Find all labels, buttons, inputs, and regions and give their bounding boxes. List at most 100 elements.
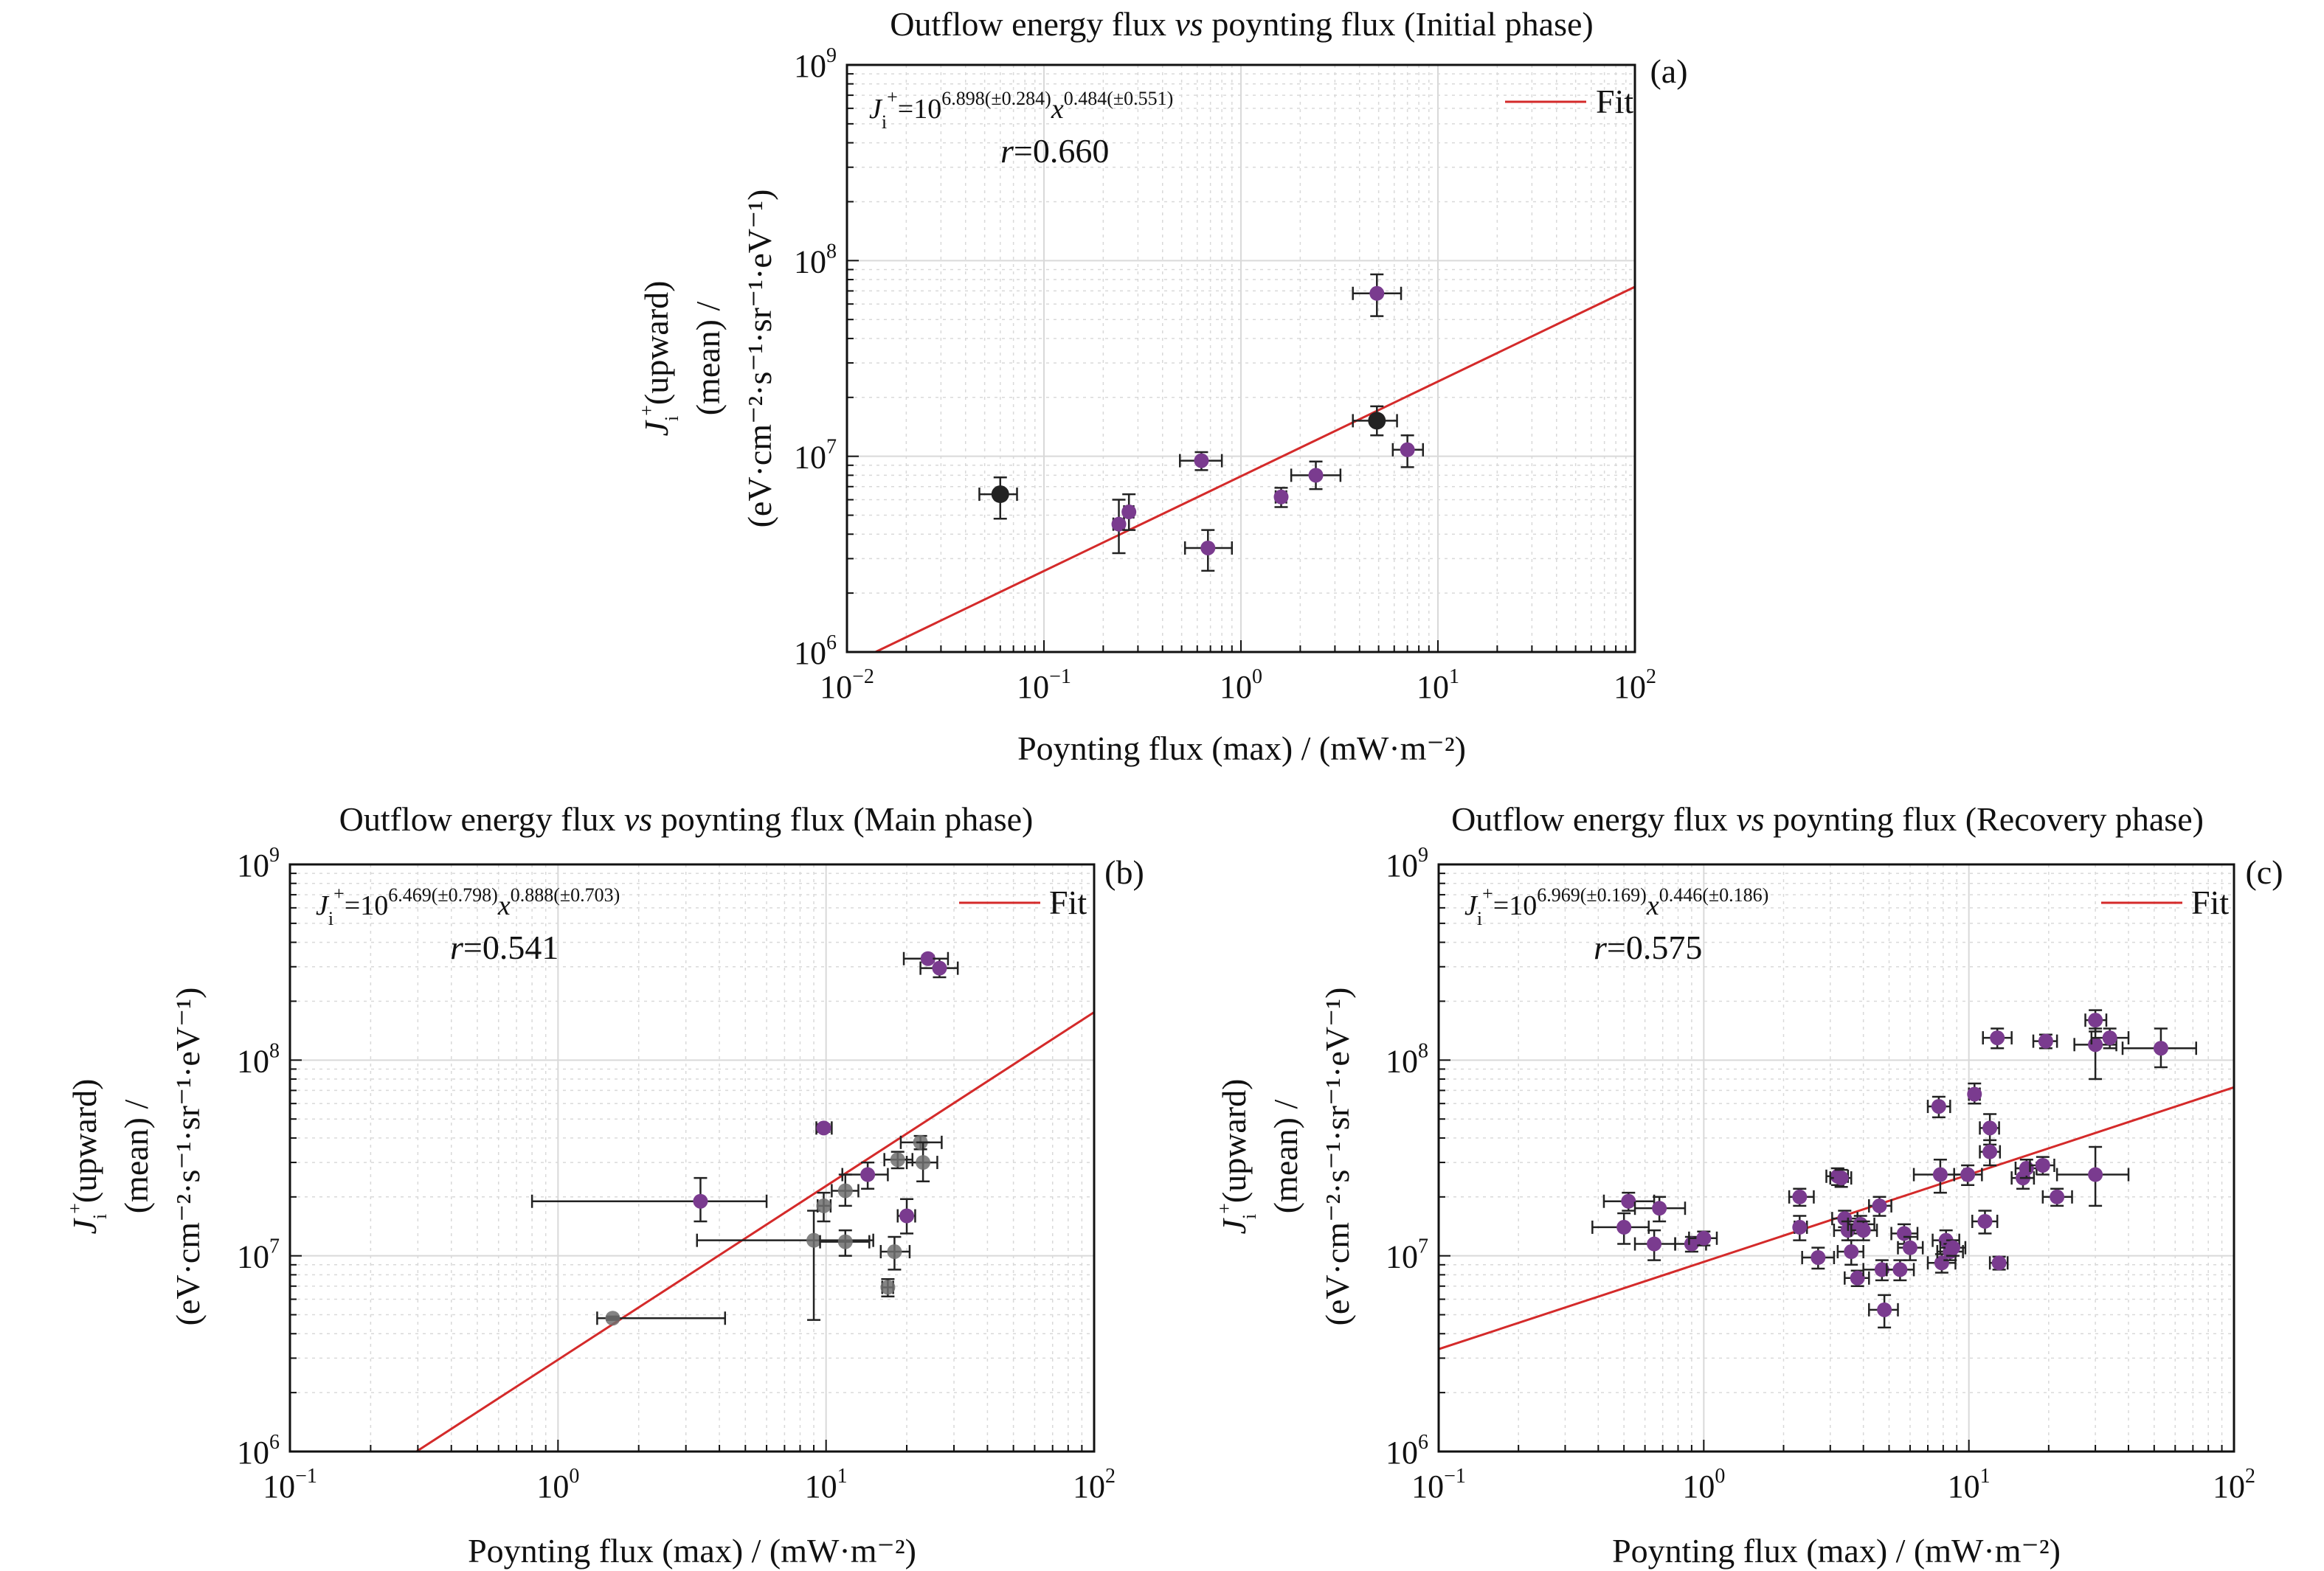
data-marker: [1892, 1262, 1908, 1277]
data-marker: [2019, 1161, 2034, 1176]
data-point: [816, 1191, 832, 1223]
data-point: [1801, 1246, 1836, 1270]
chart-title-b: Outflow energy flux vs poynting flux (Ma…: [339, 800, 1034, 838]
fit-equation-a: Ji+=106.898(±0.284)x0.484(±0.551): [869, 86, 1173, 133]
data-marker: [1792, 1189, 1808, 1204]
axis-ticks-a: 10−2 10−1 100 101 102 106 107 108 109: [794, 44, 1656, 705]
data-marker: [1856, 1223, 1871, 1238]
data-point: [1633, 1229, 1676, 1261]
y-tick-label: 109: [237, 844, 280, 884]
data-marker: [860, 1167, 876, 1182]
data-marker: [693, 1193, 708, 1209]
data-marker: [1934, 1255, 1949, 1271]
y-axis-label-c: Ji+(upward) (mean) / (eV·cm⁻²·s⁻¹·sr⁻¹·e…: [1214, 988, 1356, 1326]
data-marker: [1877, 1302, 1892, 1317]
svg-text:(eV·cm⁻²·s⁻¹·sr⁻¹·eV⁻¹): (eV·cm⁻²·s⁻¹·sr⁻¹·eV⁻¹): [169, 988, 207, 1326]
data-point: [2121, 1027, 2197, 1069]
panel-tag-a: (a): [1650, 52, 1687, 90]
y-tick-label: 106: [794, 631, 837, 671]
panel-tag-c: (c): [2245, 853, 2283, 891]
data-marker: [1194, 453, 1209, 468]
y-tick-label: 108: [1386, 1039, 1428, 1079]
x-tick-label: 101: [1948, 1465, 1991, 1505]
data-marker: [932, 960, 947, 976]
data-point: [1890, 1223, 1919, 1245]
data-marker: [1991, 1255, 2007, 1271]
data-marker: [1616, 1219, 1632, 1235]
data-point: [1591, 1212, 1650, 1245]
panel-b: Outflow energy flux vs poynting flux (Ma…: [64, 800, 1144, 1570]
data-point: [2055, 1145, 2130, 1207]
data-point: [880, 1278, 896, 1298]
data-marker: [880, 1280, 896, 1295]
fit-line: [415, 1011, 1095, 1453]
data-marker: [816, 1120, 831, 1136]
svg-text:(eV·cm⁻²·s⁻¹·sr⁻¹·eV⁻¹): (eV·cm⁻²·s⁻¹·sr⁻¹·eV⁻¹): [741, 190, 778, 528]
data-marker: [605, 1311, 620, 1326]
data-marker: [1902, 1240, 1917, 1255]
legend-label-b: Fit: [1049, 884, 1087, 921]
x-tick-label: 102: [1073, 1465, 1116, 1505]
data-point: [1850, 1220, 1878, 1241]
data-marker: [1932, 1167, 1948, 1182]
data-marker: [1811, 1249, 1826, 1265]
data-marker: [1982, 1120, 1998, 1136]
data-marker: [2102, 1030, 2117, 1046]
data-point: [2090, 1027, 2130, 1050]
data-marker: [2035, 1157, 2050, 1173]
data-marker: [890, 1152, 905, 1168]
data-point: [1982, 1027, 2013, 1050]
fit-equation-b: Ji+=106.469(±0.798)x0.888(±0.703): [316, 883, 620, 929]
data-marker: [837, 1183, 853, 1199]
data-marker: [1982, 1144, 1998, 1159]
data-point: [841, 1161, 889, 1190]
data-marker: [887, 1244, 902, 1260]
svg-text:Ji+(upward): Ji+(upward): [64, 1079, 111, 1235]
x-tick-label: 100: [1682, 1465, 1725, 1505]
data-marker: [1967, 1086, 1982, 1102]
data-point: [1391, 434, 1425, 468]
data-marker: [899, 1208, 915, 1224]
data-marker: [1696, 1230, 1712, 1246]
x-tick-label: 10−1: [1017, 665, 1071, 705]
data-point: [919, 957, 959, 979]
data-point: [1988, 1255, 2009, 1271]
data-point: [1886, 1259, 1915, 1282]
x-axis-label-c: Poynting flux (max) / (mW·m⁻²): [1612, 1532, 2061, 1570]
x-tick-label: 101: [1417, 665, 1459, 705]
axes-frame-c: [1437, 863, 2235, 1453]
plot-area-c: [1438, 1009, 2235, 1350]
data-point: [1633, 1196, 1687, 1223]
grid-c: [1438, 864, 2235, 1452]
data-point: [902, 951, 950, 966]
correlation-a: r=0.660: [1000, 132, 1109, 170]
panel-c: Outflow energy flux vs poynting flux (Re…: [1214, 800, 2283, 1570]
data-point: [1788, 1187, 1815, 1207]
data-marker: [916, 1155, 931, 1171]
data-point: [1939, 1239, 1967, 1257]
data-point: [1868, 1196, 1892, 1217]
data-marker: [1850, 1270, 1865, 1286]
data-marker: [920, 951, 936, 966]
data-marker: [2088, 1167, 2103, 1182]
data-point: [896, 1198, 916, 1235]
data-point: [1290, 460, 1342, 490]
data-point: [1829, 1168, 1853, 1188]
chart-title-c: Outflow energy flux vs poynting flux (Re…: [1451, 800, 2204, 838]
data-marker: [1200, 540, 1216, 555]
data-point: [879, 1235, 911, 1271]
y-axis-label-a: Ji+(upward) (mean) / (eV·cm⁻²·s⁻¹·sr⁻¹·e…: [636, 190, 778, 528]
x-tick-label: 100: [1220, 665, 1262, 705]
axes-frame-b: [288, 863, 1096, 1453]
data-point: [2029, 1156, 2055, 1176]
y-tick-label: 107: [1386, 1235, 1428, 1275]
y-tick-label: 107: [794, 436, 837, 476]
data-point: [905, 1141, 938, 1183]
data-point: [978, 476, 1018, 520]
fit-line: [874, 285, 1636, 653]
grid-a: [846, 64, 1636, 653]
data-marker: [2153, 1041, 2168, 1056]
x-tick-label: 102: [1614, 665, 1656, 705]
axis-ticks-c: 10−1 100 101 102 106 107 108 109: [1386, 844, 2255, 1505]
data-marker: [1844, 1244, 1859, 1260]
